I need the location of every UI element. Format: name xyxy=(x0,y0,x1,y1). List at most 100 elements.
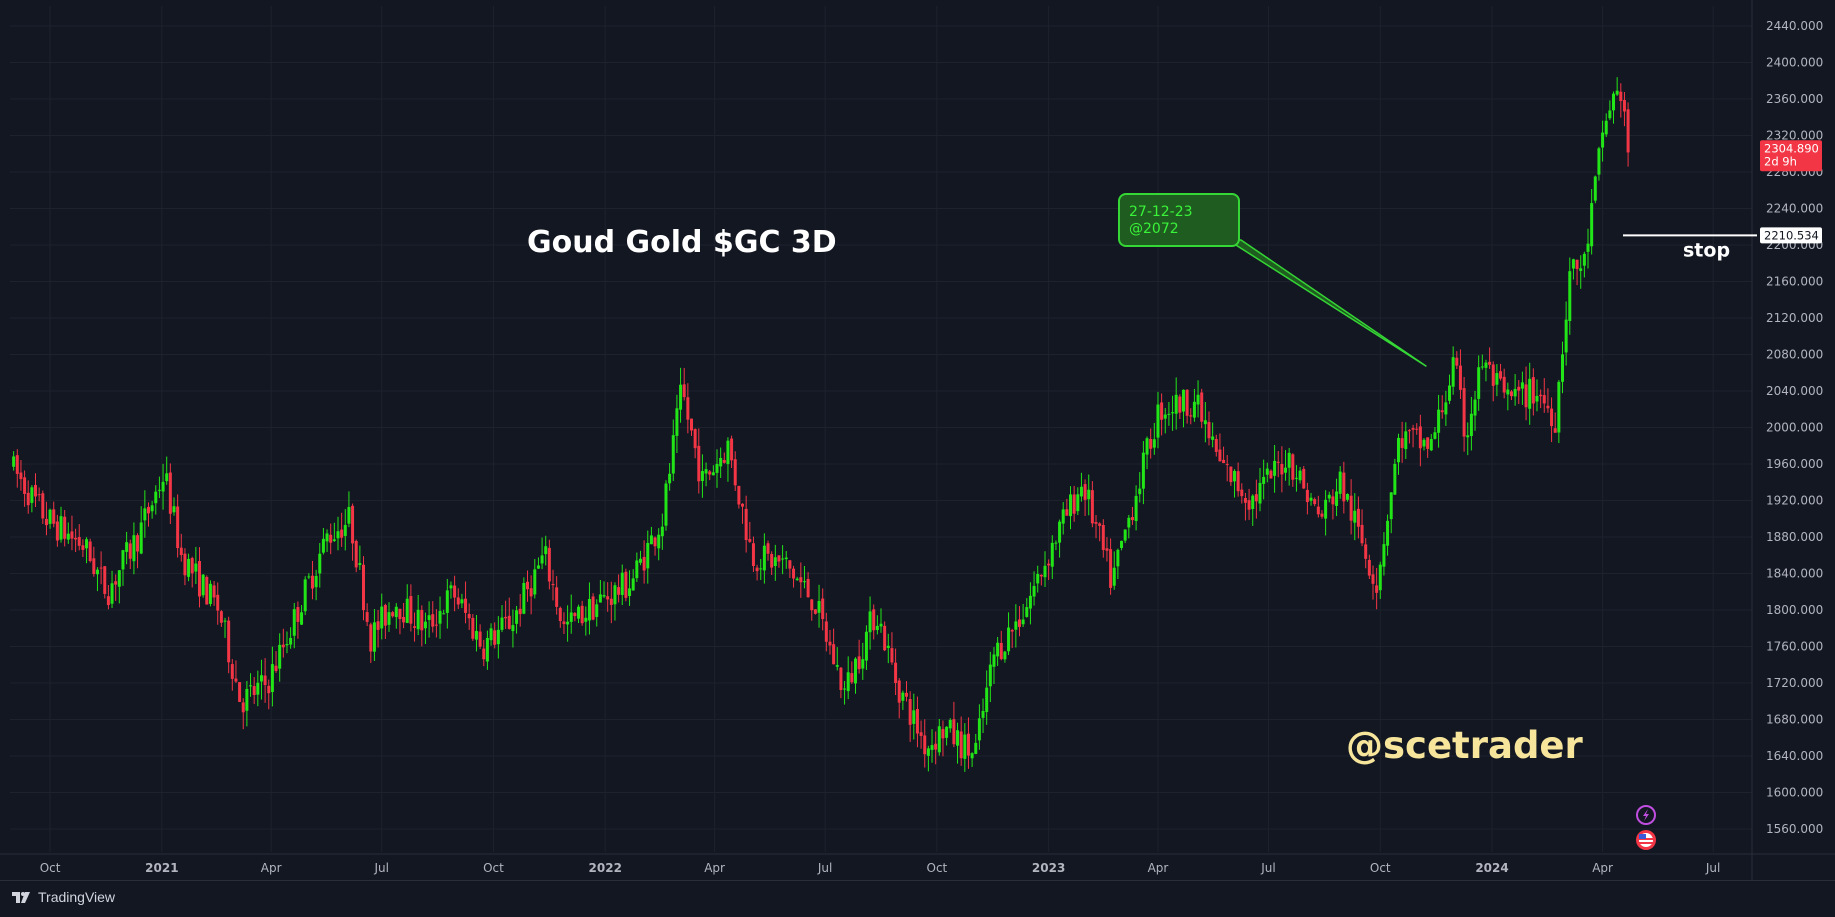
candle-body xyxy=(150,505,154,512)
y-tick-label: 1640.000 xyxy=(1766,749,1823,763)
candle-body xyxy=(1575,259,1579,269)
candle-body xyxy=(168,472,172,514)
candle-body xyxy=(259,675,263,682)
candle-body xyxy=(1517,386,1521,391)
candle-body xyxy=(584,617,588,622)
candle-body xyxy=(868,611,872,633)
candle-body xyxy=(1524,384,1528,408)
candle-body xyxy=(562,621,566,625)
candle-body xyxy=(1619,91,1623,102)
candle-body xyxy=(1316,506,1320,515)
candle-body xyxy=(176,506,180,549)
candle-body xyxy=(1014,621,1018,630)
candle-body xyxy=(1458,365,1462,390)
candle-body xyxy=(500,617,504,630)
candle-body xyxy=(1520,382,1524,389)
candle-body xyxy=(139,522,143,554)
brand-name: TradingView xyxy=(38,889,116,905)
candle-body xyxy=(1451,357,1455,387)
tradingview-brand[interactable]: TradingView xyxy=(12,889,115,905)
candle-body xyxy=(1433,432,1437,439)
candle-body xyxy=(1557,381,1561,433)
candle-body xyxy=(157,489,161,491)
candle-body xyxy=(198,561,202,597)
candle-body xyxy=(642,556,646,571)
candle-body xyxy=(66,533,70,540)
candle-body xyxy=(15,455,19,474)
candle-body xyxy=(613,585,617,605)
stop-level[interactable]: stop 2210.534 xyxy=(1623,227,1822,261)
candle-body xyxy=(136,535,140,552)
candle-body xyxy=(387,612,391,625)
candle-body xyxy=(372,622,376,652)
candle-body xyxy=(423,621,427,629)
candle-body xyxy=(1090,490,1094,524)
y-tick-label: 1680.000 xyxy=(1766,713,1823,727)
candle-body xyxy=(489,628,493,641)
candle-body xyxy=(37,494,41,496)
candle-body xyxy=(1407,430,1411,432)
candle-body xyxy=(1604,120,1608,135)
candle-body xyxy=(354,540,358,568)
candle-body xyxy=(85,539,89,549)
last-price-box xyxy=(1760,140,1822,172)
candle-body xyxy=(587,599,591,621)
candle-body xyxy=(391,612,395,617)
candle-body xyxy=(26,492,30,506)
y-tick-label: 1840.000 xyxy=(1766,567,1823,581)
candle-body xyxy=(1327,494,1331,499)
candle-body xyxy=(154,491,158,504)
price-chart[interactable]: 1560.000 1600.000 1640.000 1680.000 1720.000… xyxy=(0,0,1835,880)
candle-body xyxy=(482,648,486,660)
candle-body xyxy=(595,604,599,617)
candle-body xyxy=(686,397,690,420)
candle-body xyxy=(566,621,570,625)
axes: 1560.000 1600.000 1640.000 1680.000 1720.000… xyxy=(0,0,1835,880)
candle-body xyxy=(1491,364,1495,386)
candle-body xyxy=(380,606,384,629)
candle-body xyxy=(832,644,836,665)
candle-body xyxy=(1247,500,1251,510)
candle-body xyxy=(970,753,974,759)
candle-body xyxy=(128,543,132,559)
candle-body xyxy=(821,598,825,620)
candle-body xyxy=(183,553,187,576)
candle-body xyxy=(518,608,522,615)
candle-body xyxy=(161,481,165,492)
x-tick-label: Apr xyxy=(1592,861,1613,875)
candle-body xyxy=(792,568,796,579)
candle-body xyxy=(824,621,828,642)
candle-body xyxy=(657,534,661,549)
y-tick-label: 2320.000 xyxy=(1766,129,1823,143)
candle-body xyxy=(1331,496,1335,505)
candle-body xyxy=(784,557,788,560)
x-tick-label: Jul xyxy=(817,861,832,875)
candle-body xyxy=(1473,399,1477,416)
candle-body xyxy=(427,615,431,620)
candle-body xyxy=(1196,394,1200,405)
candle-body xyxy=(1039,574,1043,577)
candle-body xyxy=(748,539,752,542)
callout-pointer xyxy=(1225,239,1427,367)
candle-body xyxy=(715,463,719,473)
candle-body xyxy=(95,569,99,575)
candle-body xyxy=(121,550,125,570)
us-flag-icon[interactable] xyxy=(1636,830,1656,850)
candle-body xyxy=(730,438,734,461)
date-callout[interactable]: 27-12-23 @2072 xyxy=(1118,193,1427,367)
candle-body xyxy=(12,456,16,467)
candle-body xyxy=(208,583,212,604)
candle-body xyxy=(416,609,420,630)
candle-body xyxy=(959,731,963,759)
candle-body xyxy=(511,625,515,632)
candle-body xyxy=(212,585,216,598)
candle-body xyxy=(74,537,78,540)
candle-body xyxy=(1622,100,1626,112)
y-tick-label: 1600.000 xyxy=(1766,786,1823,800)
candle-body xyxy=(1571,259,1575,269)
candle-body xyxy=(460,599,464,604)
candle-body xyxy=(649,535,653,545)
candle-body xyxy=(63,516,67,539)
candle-body xyxy=(591,596,595,620)
lightning-icon[interactable] xyxy=(1636,805,1656,825)
